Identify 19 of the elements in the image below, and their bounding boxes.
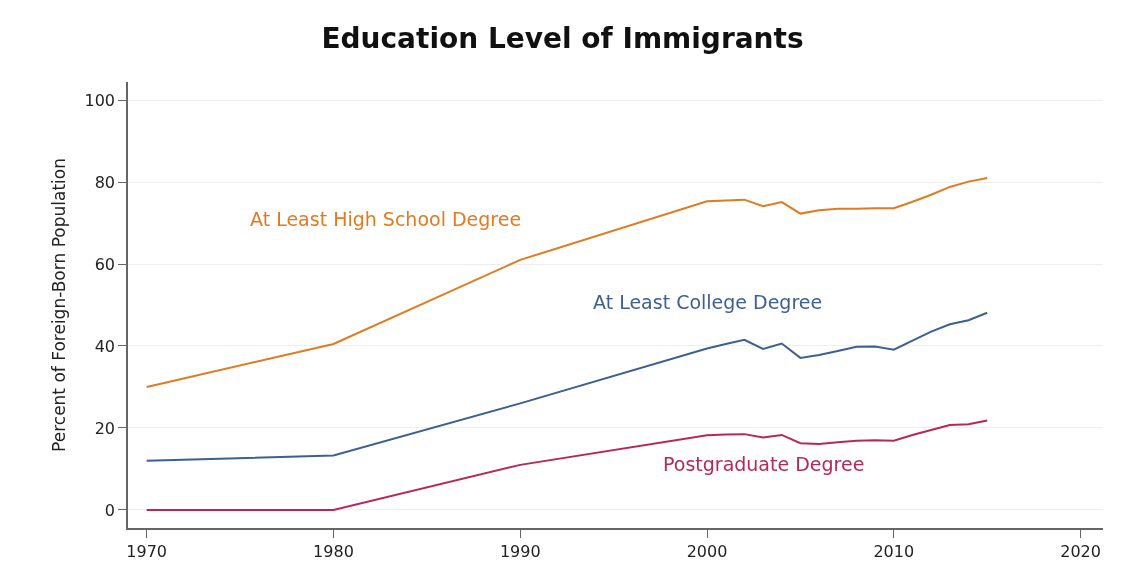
line-series: [145, 176, 989, 388]
y-tick-label: 80: [94, 172, 116, 192]
y-tick-label: 40: [94, 336, 116, 356]
series-label: At Least High School Degree: [250, 208, 522, 230]
x-tick-label: 2000: [686, 541, 728, 561]
y-tick-label: 0: [104, 500, 116, 520]
text: At Least College Degree: [593, 291, 823, 313]
y-axis-title: Percent of Foreign-Born Population: [48, 158, 69, 452]
y-tick-label: 100: [84, 90, 116, 110]
series-label: Postgraduate Degree: [663, 453, 865, 475]
x-tick-label: 1980: [313, 541, 354, 561]
chart-title: Education Level of Immigrants: [321, 22, 804, 56]
x-tick-label: 2010: [873, 541, 915, 561]
line-series: [145, 419, 989, 511]
x-tick-label: 1990: [499, 541, 541, 561]
x-tick-label: 2020: [1060, 541, 1101, 561]
y-tick-label: 60: [94, 254, 116, 274]
y-tick-label: 20: [94, 418, 116, 438]
x-tick-label: 1970: [126, 541, 168, 561]
